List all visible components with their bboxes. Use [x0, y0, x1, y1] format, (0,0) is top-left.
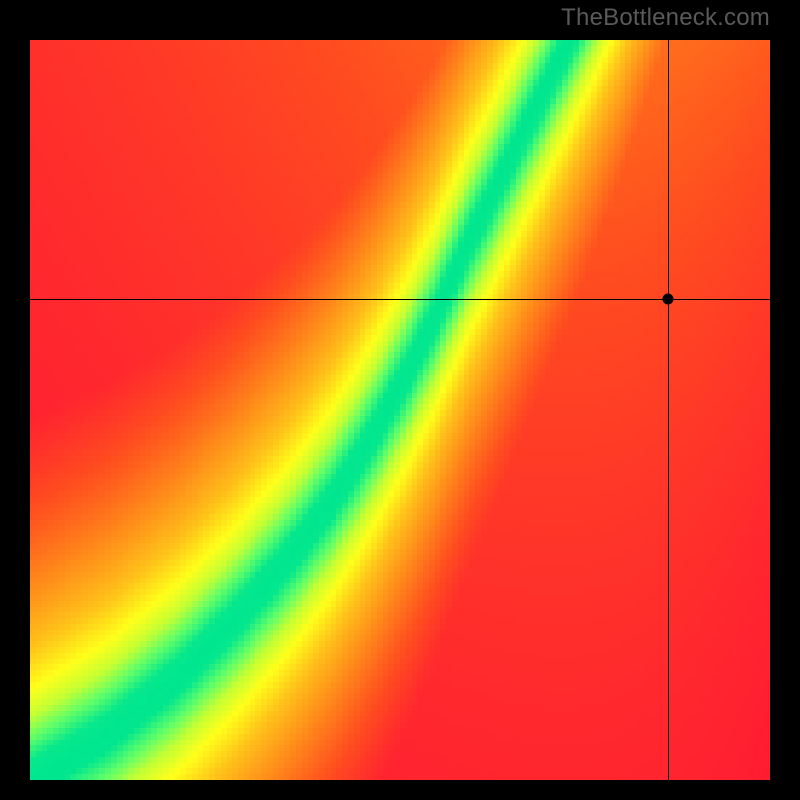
watermark-text: TheBottleneck.com: [561, 4, 770, 32]
crosshair-vertical: [668, 40, 669, 780]
plot-area: [30, 40, 770, 780]
bottleneck-heatmap: [30, 40, 770, 780]
chart-frame: TheBottleneck.com: [0, 0, 800, 800]
crosshair-point: [662, 294, 673, 305]
crosshair-horizontal: [30, 299, 770, 300]
